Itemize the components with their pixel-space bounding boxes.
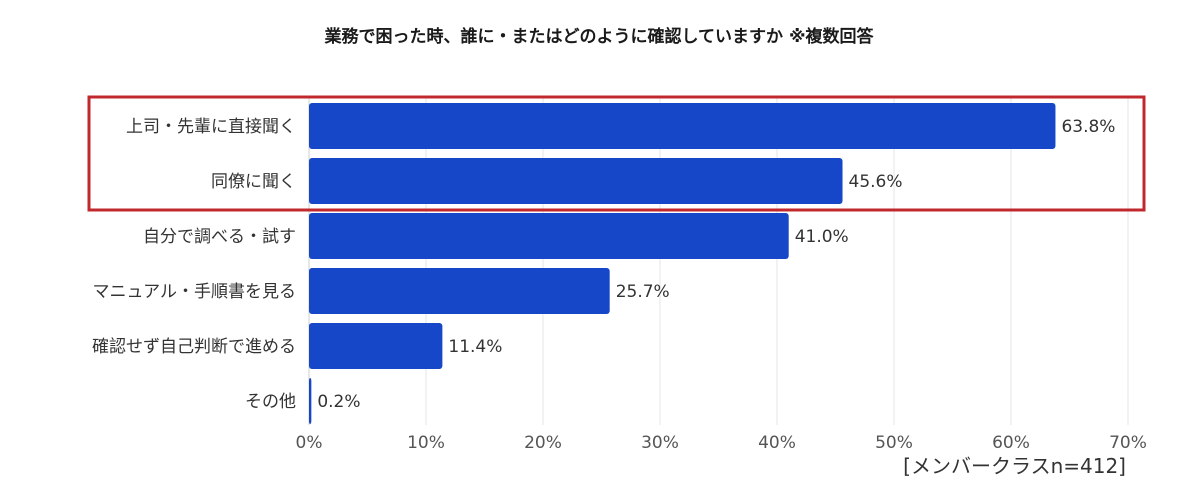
x-tick-label: 30%: [641, 433, 679, 453]
x-tick-label: 20%: [524, 433, 562, 453]
bar: [309, 158, 843, 204]
bars: [309, 103, 1056, 424]
value-label: 0.2%: [317, 392, 360, 412]
x-tick-label: 40%: [758, 433, 796, 453]
bar: [309, 103, 1056, 149]
value-label: 41.0%: [795, 227, 849, 247]
x-tick-label: 60%: [992, 433, 1030, 453]
x-tick-label: 70%: [1109, 433, 1147, 453]
bar: [309, 268, 610, 314]
category-label: 確認せず自己判断で進める: [92, 337, 296, 357]
labels: 0% 10% 20% 30% 40% 50% 60% 70% 上司・先輩に直接聞く 63.8% 同僚…: [92, 117, 1147, 453]
x-tick-label: 10%: [407, 433, 445, 453]
category-label: 上司・先輩に直接聞く: [126, 117, 296, 137]
highlight-box: [87, 95, 1146, 212]
category-label: その他: [245, 392, 296, 412]
category-label: 自分で調べる・試す: [143, 227, 296, 247]
sample-size-note: [メンバークラスn=412]: [903, 454, 1126, 478]
grid-lines: [308, 97, 1129, 425]
value-label: 11.4%: [448, 337, 502, 357]
highlight-box-outline: [87, 95, 1146, 212]
bar: [309, 323, 443, 369]
bar: [309, 378, 312, 424]
bar: [309, 213, 789, 259]
chart-title: 業務で困った時、誰に・またはどのように確認していますか ※複数回答: [324, 27, 874, 47]
category-label: 同僚に聞く: [211, 172, 296, 192]
value-label: 25.7%: [616, 282, 670, 302]
x-tick-label: 0%: [296, 433, 323, 453]
category-label: マニュアル・手順書を見る: [93, 282, 297, 302]
x-tick-label: 50%: [875, 433, 913, 453]
value-label: 63.8%: [1061, 117, 1115, 137]
value-label: 45.6%: [849, 172, 903, 192]
